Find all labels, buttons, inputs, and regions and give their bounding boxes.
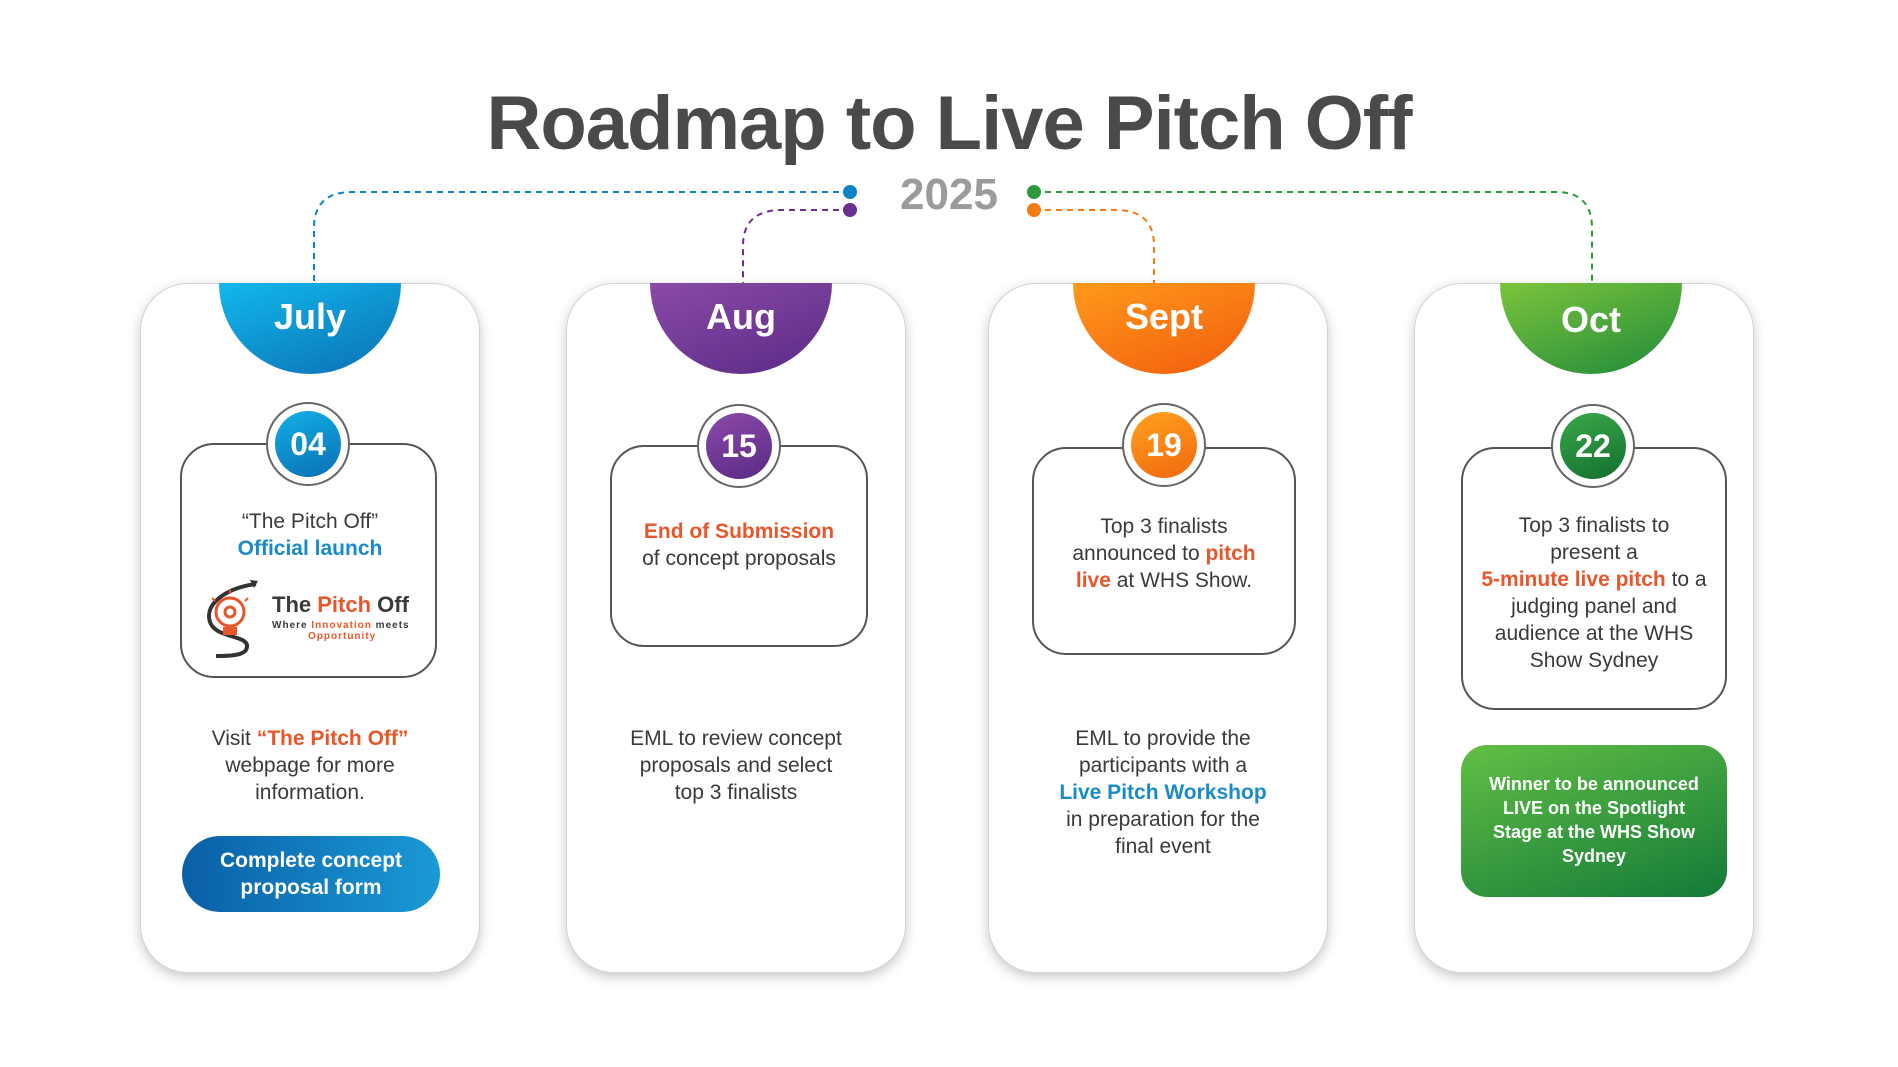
pitch-off-logo: The Pitch Off Where Innovation meets Opp… (196, 578, 426, 658)
finalists-text: Top 3 finalists announced to pitch live … (1072, 515, 1256, 592)
winner-banner: Winner to be announced LIVE on the Spotl… (1461, 745, 1727, 897)
day-number: 04 (275, 411, 341, 477)
sept-description: EML to provide the participants with a L… (1059, 727, 1267, 858)
aug-description: EML to review concept proposals and sele… (630, 727, 842, 804)
dot-oct (1027, 185, 1041, 199)
logo-name: The Pitch Off (272, 592, 409, 617)
lightbulb-gear-icon (207, 580, 258, 658)
year-label: 2025 (900, 170, 998, 219)
dot-aug (843, 203, 857, 217)
connector-sept (1034, 209, 1155, 283)
dot-july (843, 185, 857, 199)
submission-text: End of Submission of concept proposals (642, 520, 836, 570)
day-number: 15 (706, 413, 772, 479)
day-badge-aug: 15 (697, 404, 781, 488)
date-box-oct (1461, 447, 1727, 710)
july-description: Visit “The Pitch Off” webpage for more i… (211, 727, 409, 804)
complete-proposal-button[interactable]: Complete concept proposal form (182, 836, 440, 912)
day-badge-sept: 19 (1122, 403, 1206, 487)
launch-line2: Official launch (237, 537, 383, 560)
logo-tagline: Where Innovation meets (272, 620, 410, 631)
pitch-text: Top 3 finalists to present a 5-minute li… (1481, 514, 1707, 672)
page-title: Roadmap to Live Pitch Off (486, 81, 1412, 166)
launch-line1: “The Pitch Off” (241, 510, 379, 533)
connector-aug (742, 209, 850, 283)
connector-july (313, 191, 850, 283)
dot-sept (1027, 203, 1041, 217)
connector-oct (1034, 191, 1593, 283)
day-badge-oct: 22 (1551, 404, 1635, 488)
day-badge-july: 04 (266, 402, 350, 486)
day-number: 22 (1560, 413, 1626, 479)
logo-tagline-2: Opportunity (308, 631, 377, 642)
launch-text: “The Pitch Off” Official launch (190, 508, 430, 562)
day-number: 19 (1131, 412, 1197, 478)
